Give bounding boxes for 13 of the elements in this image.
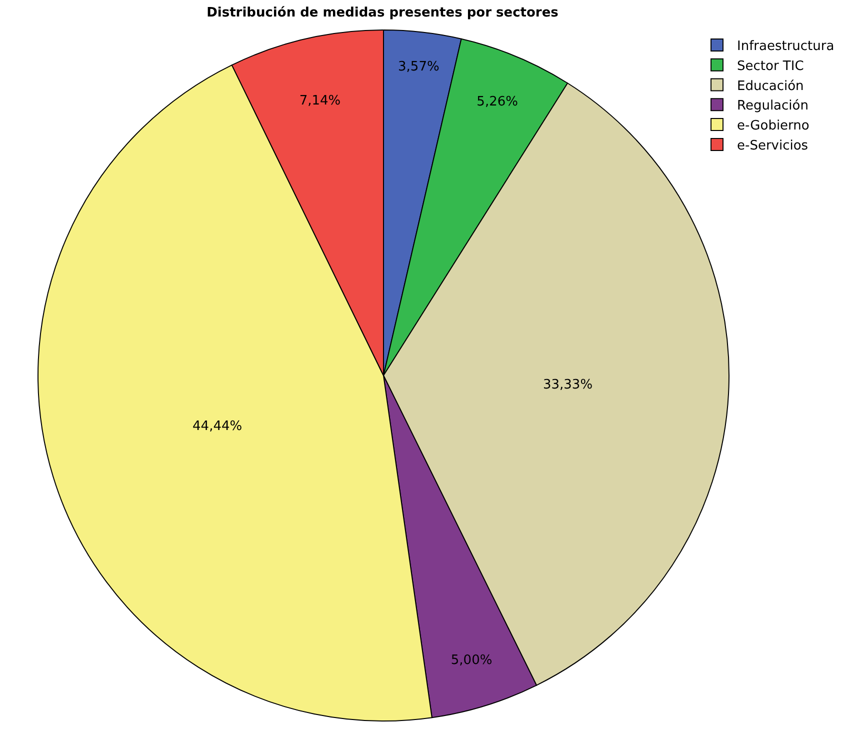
data-label: 7,14%	[299, 93, 341, 108]
legend-label: e-Gobierno	[737, 118, 810, 134]
data-label: 5,26%	[476, 94, 518, 110]
legend-label: Regulación	[737, 98, 808, 114]
legend-label: Sector TIC	[737, 58, 804, 74]
chart-title: Distribución de medidas presentes por sectores	[206, 5, 559, 20]
legend-label: e-Servicios	[737, 138, 808, 154]
data-label: 33,33%	[542, 378, 593, 393]
data-label: 44,44%	[192, 418, 242, 434]
data-label: 5,00%	[450, 652, 492, 668]
legend-label: Educación	[737, 78, 804, 94]
data-label: 3,57%	[398, 60, 440, 75]
legend-label: Infraestructura	[737, 39, 834, 54]
